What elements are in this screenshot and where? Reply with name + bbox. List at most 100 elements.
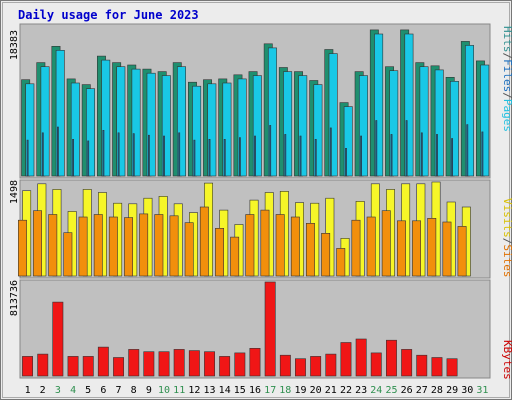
bar-files-day-14 [223, 139, 226, 177]
bar-sites-day-28 [427, 218, 437, 277]
bar-files-day-30 [466, 124, 469, 177]
bar-sites-day-9 [139, 213, 149, 277]
day-label-31: 31 [476, 385, 488, 396]
bar-pages-day-15 [237, 78, 247, 177]
bar-files-day-31 [481, 131, 484, 177]
bar-kbytes-day-23 [355, 338, 367, 377]
day-label-12: 12 [188, 385, 200, 396]
bar-pages-day-29 [449, 81, 459, 177]
bar-files-day-8 [132, 133, 135, 177]
bar-kbytes-day-18 [279, 354, 291, 377]
bar-sites-day-26 [396, 220, 406, 277]
day-label-2: 2 [40, 385, 46, 396]
day-label-22: 22 [340, 385, 352, 396]
legend-hits-1: / [501, 53, 512, 60]
bar-kbytes-day-8 [128, 349, 140, 377]
day-label-4: 4 [70, 385, 76, 396]
bar-pages-day-1 [25, 83, 35, 177]
chart-title: Daily usage for June 2023 [18, 8, 199, 22]
bar-files-day-3 [56, 126, 59, 177]
bar-kbytes-day-12 [188, 350, 200, 377]
day-label-19: 19 [294, 385, 306, 396]
bar-files-day-17 [269, 125, 272, 177]
bar-pages-day-16 [252, 75, 262, 177]
bar-pages-day-20 [313, 84, 323, 177]
day-label-7: 7 [115, 385, 121, 396]
bar-sites-day-22 [336, 248, 346, 277]
day-label-18: 18 [279, 385, 291, 396]
day-label-20: 20 [310, 385, 322, 396]
bar-files-day-27 [420, 132, 423, 177]
bar-sites-day-23 [351, 219, 361, 277]
bar-pages-day-2 [40, 66, 50, 177]
bar-sites-day-15 [230, 236, 240, 277]
bar-sites-day-16 [245, 214, 255, 277]
bar-kbytes-day-22 [340, 342, 352, 377]
bar-files-day-26 [405, 120, 408, 177]
panel-hits: 18383 Hits/Files/Pages [9, 23, 512, 179]
legend-hits-3: / [501, 92, 512, 99]
bar-sites-day-30 [457, 226, 467, 277]
kbytes-legend: KBytes [501, 340, 512, 380]
legend-visits-1: / [501, 238, 512, 245]
panel-visits: 1498 Visits/Sites [9, 179, 512, 279]
day-label-8: 8 [131, 385, 137, 396]
bar-pages-day-4 [70, 82, 80, 177]
bar-kbytes-day-24 [370, 352, 382, 377]
day-label-30: 30 [461, 385, 473, 396]
bar-kbytes-day-1 [22, 356, 33, 377]
bar-sites-day-6 [93, 214, 103, 277]
day-label-1: 1 [25, 385, 31, 396]
bar-sites-day-19 [290, 216, 300, 277]
bar-pages-day-13 [207, 83, 217, 177]
bar-files-day-25 [390, 134, 393, 177]
legend-visits-0: Visits [501, 198, 512, 238]
bar-files-day-18 [284, 134, 287, 177]
bar-kbytes-day-17 [264, 281, 276, 377]
day-label-15: 15 [234, 385, 246, 396]
kbytes-ymax-label: 813736 [9, 280, 20, 316]
day-label-16: 16 [249, 385, 261, 396]
bar-pages-day-27 [419, 66, 429, 177]
day-label-11: 11 [173, 385, 185, 396]
bar-files-day-12 [193, 139, 196, 177]
bar-pages-day-19 [298, 75, 308, 177]
bar-kbytes-day-13 [204, 351, 215, 377]
day-label-26: 26 [401, 385, 413, 396]
bar-kbytes-day-26 [401, 349, 413, 377]
bar-sites-day-1 [17, 219, 27, 277]
day-label-5: 5 [85, 385, 91, 396]
kbytes-bars [22, 281, 458, 377]
bar-files-day-5 [87, 140, 90, 177]
legend-hits-0: Hits [501, 26, 512, 53]
hits-bars [21, 29, 490, 177]
bar-pages-day-14 [222, 82, 232, 177]
day-label-9: 9 [146, 385, 152, 396]
bar-kbytes-day-27 [416, 354, 428, 377]
hits-ymax-label: 18383 [9, 30, 20, 60]
bar-kbytes-day-5 [82, 356, 94, 377]
bar-kbytes-day-3 [52, 301, 64, 377]
bar-sites-day-14 [215, 228, 224, 277]
bar-files-day-23 [360, 135, 363, 177]
bar-sites-day-17 [260, 209, 270, 277]
bar-sites-day-3 [48, 214, 58, 277]
bar-pages-day-5 [86, 88, 96, 177]
bar-kbytes-day-14 [219, 356, 231, 377]
day-label-17: 17 [264, 385, 276, 396]
bar-pages-day-7 [116, 66, 126, 177]
bar-kbytes-day-6 [97, 346, 109, 377]
day-label-21: 21 [325, 385, 337, 396]
bar-pages-day-22 [343, 106, 353, 177]
bar-pages-day-17 [267, 47, 277, 177]
day-label-6: 6 [100, 385, 106, 396]
day-label-23: 23 [355, 385, 367, 396]
day-label-27: 27 [416, 385, 428, 396]
day-label-24: 24 [370, 385, 382, 396]
bar-files-day-7 [117, 132, 120, 177]
bar-files-day-28 [436, 134, 438, 177]
bar-pages-day-23 [358, 75, 368, 177]
bar-sites-day-24 [366, 216, 376, 277]
bar-sites-day-29 [442, 221, 452, 277]
